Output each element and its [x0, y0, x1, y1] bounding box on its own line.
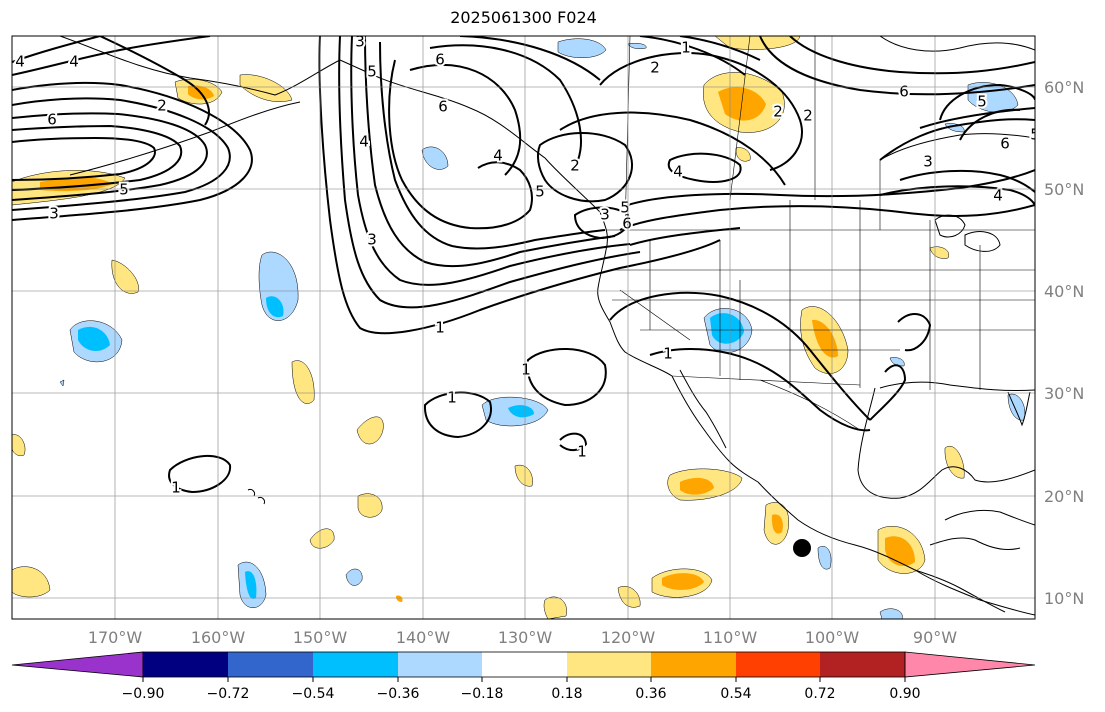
colorbar-cell	[11, 651, 144, 678]
colorbar-cell	[398, 652, 482, 677]
latitude-labels: 60°N 50°N 40°N 30°N 20°N 10°N	[1044, 78, 1084, 608]
contour-label: 4	[15, 53, 25, 71]
colorbar: −0.90 −0.72 −0.54 −0.36 −0.18 0.18 0.36 …	[11, 651, 1036, 702]
contour-labels: 6 1 5 4 2 5 6 2 2 3 4 5 6 3 4 2 3 6 4 5 …	[13, 33, 1040, 499]
contour-label: 1	[681, 39, 691, 57]
colorbar-tick-label: 0.72	[804, 686, 835, 702]
map-panel	[12, 36, 1035, 619]
colorbar-tick-label: 0.54	[720, 686, 751, 702]
contour-label: 4	[993, 187, 1003, 205]
lon-tick-label: 130°W	[498, 628, 553, 647]
colorbar-cell	[651, 652, 736, 677]
colorbar-tick-label: −0.18	[461, 686, 504, 702]
contour-label: 2	[650, 59, 660, 77]
colorbar-tick-label: 0.90	[889, 686, 920, 702]
contour-label: 4	[69, 53, 79, 71]
lon-tick-label: 120°W	[601, 628, 656, 647]
colorbar-cell	[143, 652, 228, 677]
storm-center-dot	[793, 539, 811, 557]
colorbar-tick-label: −0.72	[207, 686, 250, 702]
lat-tick-label: 60°N	[1044, 78, 1084, 97]
contour-label: 6	[47, 111, 57, 129]
contour-label: 3	[367, 231, 377, 249]
contour-label: 3	[600, 206, 610, 224]
lat-tick-label: 50°N	[1044, 180, 1084, 199]
contour-label: 6	[438, 98, 448, 116]
lat-tick-label: 40°N	[1044, 282, 1084, 301]
colorbar-tick-label: 0.36	[635, 686, 666, 702]
lon-tick-label: 140°W	[396, 628, 451, 647]
map-title: 2025061300 F024	[450, 8, 597, 27]
contour-label: 3	[49, 205, 59, 223]
colorbar-cell	[904, 651, 1036, 678]
contour-label: 1	[447, 389, 457, 407]
contour-label: 6	[622, 215, 632, 233]
contour-label: 5	[119, 181, 129, 199]
gridlines	[12, 36, 1035, 619]
contour-label: 5	[1030, 126, 1040, 144]
contour-label: 3	[355, 33, 365, 51]
contour-label: 1	[521, 361, 531, 379]
contour-label: 2	[803, 107, 813, 125]
colorbar-cell	[567, 652, 651, 677]
contour-label: 3	[923, 153, 933, 171]
colorbar-cell	[313, 652, 398, 677]
colorbar-tick-label: −0.90	[122, 686, 165, 702]
contour-label: 1	[171, 479, 181, 497]
map-frame	[11, 35, 1036, 620]
lon-tick-label: 110°W	[703, 628, 758, 647]
colorbar-cell	[482, 652, 567, 677]
borders	[606, 36, 1035, 431]
lon-tick-label: 150°W	[293, 628, 348, 647]
contour-label: 1	[663, 345, 673, 363]
contour-label: 4	[493, 147, 503, 165]
colorbar-cell	[820, 652, 905, 677]
lon-tick-label: 100°W	[805, 628, 860, 647]
height-anomaly-contours	[12, 36, 1035, 494]
colorbar-tick-label: −0.54	[292, 686, 335, 702]
lat-tick-label: 30°N	[1044, 384, 1084, 403]
contour-label: 1	[435, 319, 445, 337]
lat-tick-label: 20°N	[1044, 487, 1084, 506]
contour-label: 5	[535, 183, 545, 201]
contour-label: 5	[977, 93, 987, 111]
contour-label: 4	[673, 163, 683, 181]
colorbar-tick-label: −0.36	[377, 686, 420, 702]
lon-tick-label: 160°W	[191, 628, 246, 647]
lon-tick-label: 90°W	[913, 628, 957, 647]
lat-tick-label: 10°N	[1044, 589, 1084, 608]
contour-label: 6	[899, 83, 909, 101]
contour-label: 6	[435, 51, 445, 69]
contour-label: 2	[570, 157, 580, 175]
contour-label: 1	[577, 443, 587, 461]
colorbar-cell	[736, 652, 820, 677]
colorbar-tick-label: 0.18	[551, 686, 582, 702]
contour-label: 6	[1000, 135, 1010, 153]
contour-label: 2	[773, 103, 783, 121]
colorbar-cell	[228, 652, 313, 677]
longitude-labels: 170°W 160°W 150°W 140°W 130°W 120°W 110°…	[88, 628, 957, 647]
contour-label: 2	[157, 97, 167, 115]
contour-label: 4	[359, 133, 369, 151]
lon-tick-label: 170°W	[88, 628, 143, 647]
contour-label: 5	[367, 63, 377, 81]
